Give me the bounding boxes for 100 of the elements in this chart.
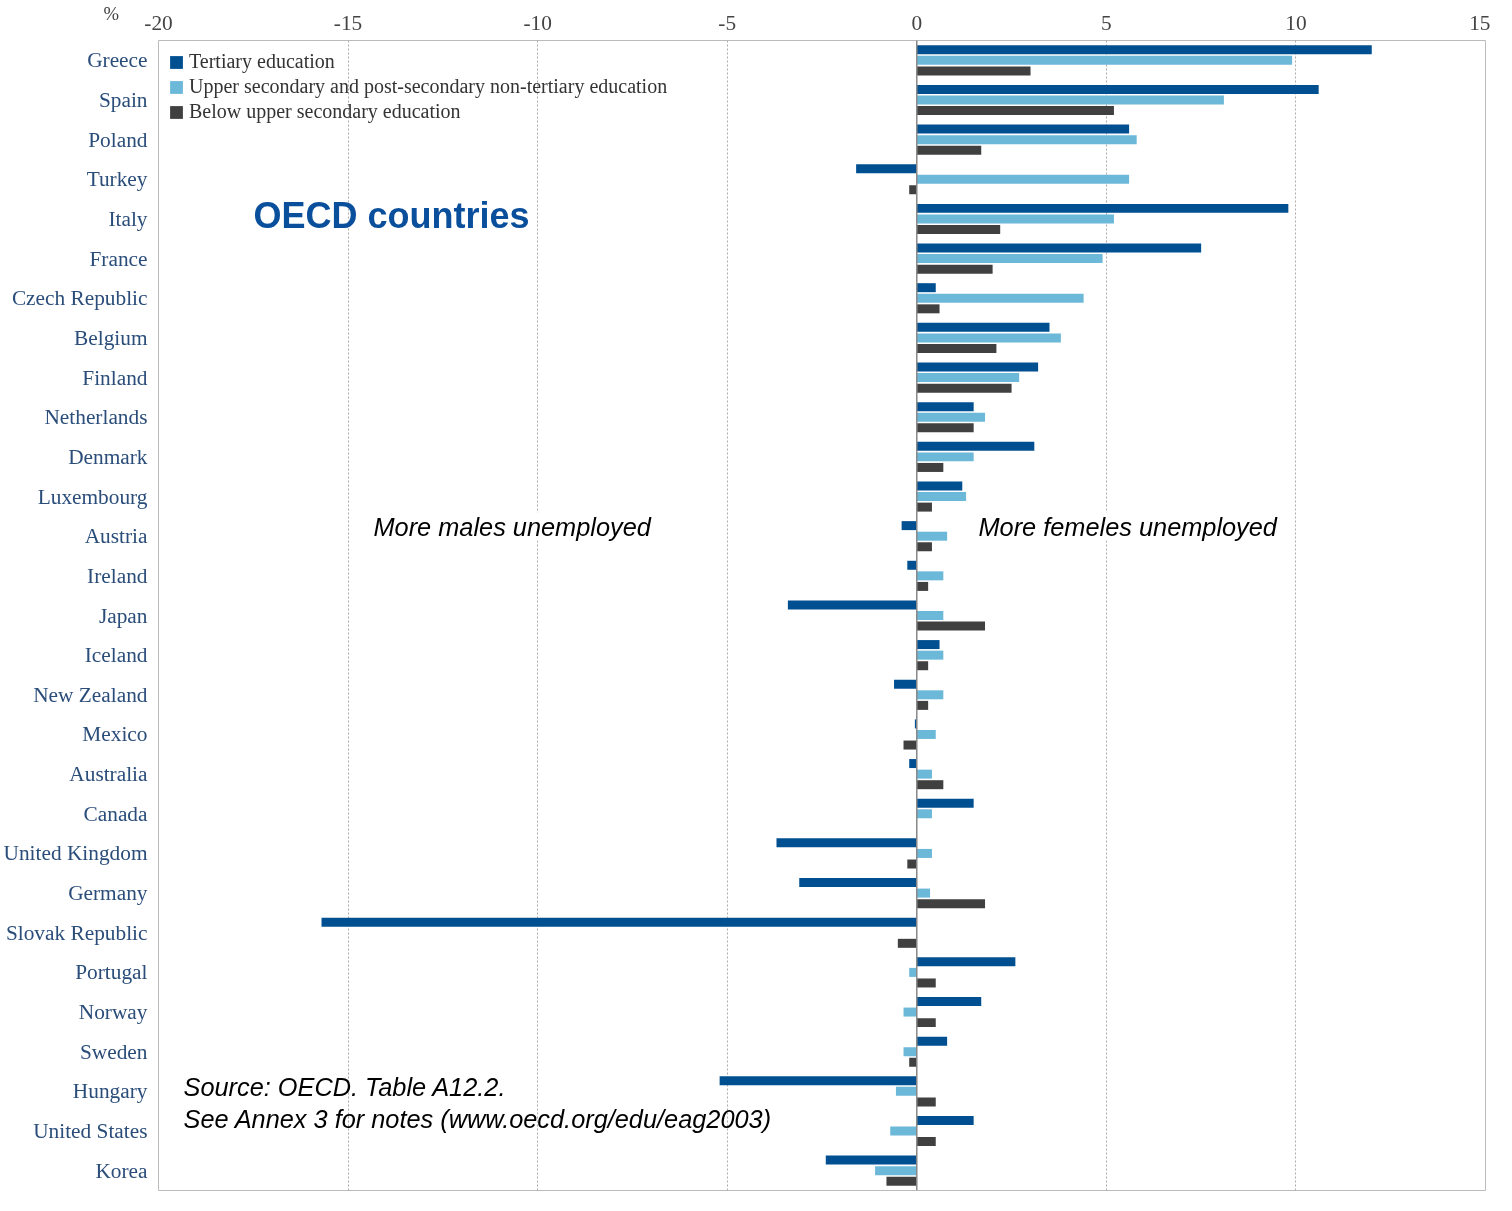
- bar: [916, 888, 931, 898]
- bar: [916, 304, 940, 314]
- x-tick-label: -20: [144, 10, 173, 35]
- bar: [916, 621, 986, 631]
- x-tick-label: -5: [718, 10, 737, 35]
- bar: [901, 521, 917, 531]
- bar: [907, 560, 917, 570]
- y-tick-label: Spain: [98, 87, 148, 112]
- bar: [875, 1166, 917, 1176]
- bar: [916, 729, 936, 739]
- bar: [916, 957, 1016, 967]
- annotation: More femeles unemployed: [978, 512, 1278, 541]
- y-tick-label: United States: [33, 1119, 148, 1144]
- bar: [916, 293, 1084, 303]
- bar: [916, 254, 1103, 264]
- bar: [916, 452, 974, 462]
- annotation: See Annex 3 for notes (www.oecd.org/edu/eag2003): [183, 1104, 772, 1133]
- x-tick-label: 10: [1285, 10, 1307, 35]
- bar: [916, 1036, 948, 1046]
- bar: [916, 1097, 936, 1107]
- y-tick-label: Sweden: [79, 1039, 148, 1064]
- annotation: Source: OECD. Table A12.2.: [183, 1072, 506, 1101]
- legend-label: Tertiary education: [189, 50, 335, 73]
- bar: [895, 1086, 917, 1096]
- y-tick-label: Korea: [95, 1158, 149, 1183]
- y-tick-label: Slovak Republic: [5, 920, 148, 945]
- y-tick-label: Mexico: [82, 722, 148, 747]
- bar: [916, 402, 974, 412]
- y-tick-label: Canada: [83, 801, 149, 826]
- x-tick-label: 15: [1469, 10, 1491, 35]
- y-tick-label: Australia: [69, 762, 149, 787]
- y-tick-label: Luxembourg: [37, 484, 148, 509]
- bar: [916, 1137, 936, 1147]
- bar: [916, 492, 967, 502]
- y-tick-label: Germany: [68, 881, 148, 906]
- text: OECD countries: [253, 194, 530, 236]
- bar: [856, 164, 917, 174]
- bar: [916, 55, 1293, 65]
- bar: [894, 679, 917, 689]
- bar: [916, 243, 1202, 253]
- bar: [916, 848, 932, 858]
- y-tick-label: Ireland: [87, 563, 148, 588]
- bar: [916, 1115, 974, 1125]
- bar: [903, 1007, 917, 1017]
- bar: [916, 333, 1061, 343]
- bar: [916, 690, 944, 700]
- bar: [916, 462, 944, 472]
- bar: [799, 878, 917, 888]
- y-tick-label: Denmark: [68, 444, 148, 469]
- bar: [897, 938, 917, 948]
- y-tick-label: Austria: [84, 524, 149, 549]
- bar: [916, 203, 1289, 213]
- x-tick-label: -10: [523, 10, 552, 35]
- bar: [916, 145, 982, 155]
- bar: [916, 412, 986, 422]
- bar: [916, 640, 940, 650]
- y-tick-label: Iceland: [84, 643, 148, 668]
- bar: [916, 996, 982, 1006]
- bar: [916, 106, 1114, 116]
- y-tick-label: Czech Republic: [11, 286, 148, 311]
- y-tick-label: Greece: [87, 48, 148, 73]
- bar: [916, 264, 993, 274]
- annotation: More males unemployed: [373, 512, 652, 541]
- bar: [916, 373, 1020, 383]
- bar: [916, 809, 932, 819]
- bar: [916, 66, 1031, 76]
- bar: [916, 769, 932, 779]
- y-tick-label: Norway: [78, 1000, 148, 1025]
- bar: [916, 423, 974, 433]
- bar: [916, 135, 1137, 145]
- x-tick-label: -15: [333, 10, 363, 35]
- y-tick-label: Finland: [82, 365, 148, 390]
- bar: [916, 899, 986, 909]
- bar: [916, 798, 974, 808]
- bar: [916, 441, 1035, 451]
- bar: [916, 542, 932, 552]
- bar: [916, 124, 1130, 134]
- bar: [916, 531, 948, 541]
- x-tick-label: 5: [1101, 10, 1112, 35]
- bar: [916, 343, 997, 353]
- legend-label: Upper secondary and post-secondary non-tertiary education: [189, 75, 668, 98]
- bar: [916, 978, 936, 988]
- bar: [916, 225, 1001, 235]
- bar: [890, 1126, 917, 1136]
- bar: [719, 1076, 917, 1086]
- y-tick-label: United Kingdom: [3, 841, 148, 866]
- y-tick-label: New Zealand: [33, 682, 148, 707]
- bar: [916, 502, 932, 512]
- bar: [916, 283, 936, 293]
- bar: [916, 322, 1050, 332]
- y-tick-label: Poland: [88, 127, 148, 152]
- y-tick-label: Netherlands: [44, 405, 148, 430]
- bar: [321, 917, 917, 927]
- legend-label: Below upper secondary education: [189, 100, 461, 123]
- bar: [916, 45, 1372, 55]
- bar: [916, 611, 944, 620]
- bar: [916, 383, 1012, 393]
- bar: [916, 571, 944, 581]
- bar: [886, 1176, 917, 1186]
- y-tick-label: Japan: [98, 603, 148, 628]
